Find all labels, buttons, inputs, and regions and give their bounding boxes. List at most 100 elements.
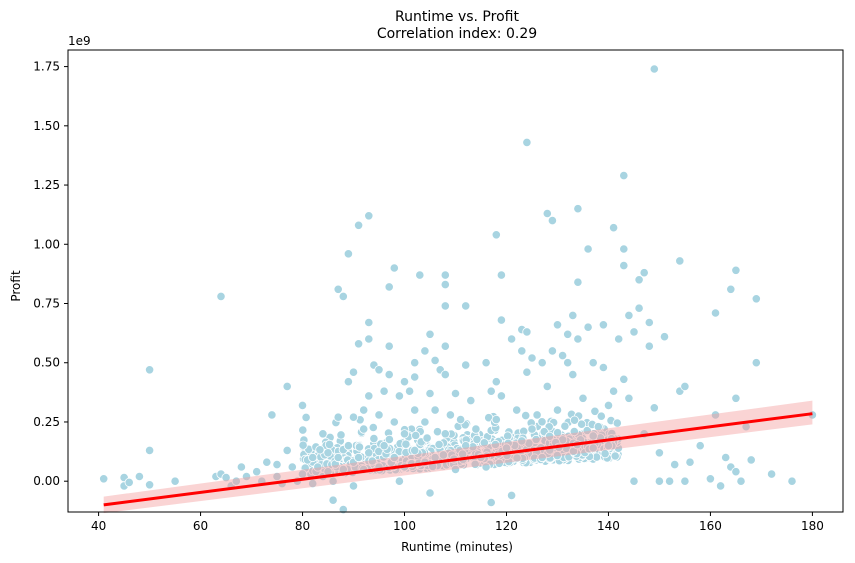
data-point: [364, 211, 374, 221]
data-point: [705, 474, 716, 484]
data-point: [506, 490, 517, 500]
data-point: [624, 310, 634, 320]
data-point: [389, 263, 399, 273]
data-point: [600, 449, 610, 459]
data-point: [399, 429, 410, 439]
data-point: [353, 220, 364, 230]
data-point: [654, 448, 665, 458]
data-point: [343, 249, 353, 259]
data-point: [379, 441, 389, 451]
data-point: [680, 381, 690, 391]
data-point: [659, 332, 670, 342]
data-point: [568, 369, 578, 380]
data-point: [639, 268, 649, 278]
data-point: [415, 270, 425, 280]
y-tick-label: 0.50: [33, 356, 60, 370]
data-point: [731, 393, 741, 403]
data-point: [490, 439, 500, 450]
data-point: [297, 400, 308, 410]
data-point: [573, 277, 583, 287]
data-point: [450, 464, 461, 474]
data-point: [145, 365, 155, 375]
data-point: [634, 275, 644, 285]
data-point: [576, 419, 587, 429]
x-tick-label: 120: [495, 519, 518, 533]
data-point: [517, 346, 527, 356]
data-point: [563, 329, 573, 339]
plot-area: 40 60 80 100 120 140 160 180 0.00 0.25 0.50 0.75 1.0…: [33, 49, 844, 533]
data-point: [512, 453, 522, 463]
data-point: [333, 284, 343, 294]
data-point: [282, 445, 292, 455]
data-point: [410, 372, 420, 382]
data-point: [425, 329, 435, 339]
data-point: [369, 433, 379, 444]
confidence-band: [103, 400, 813, 514]
data-point: [338, 504, 348, 515]
data-point: [472, 434, 482, 444]
x-axis-label: Runtime (minutes): [401, 540, 513, 554]
data-point: [563, 358, 573, 368]
data-point: [262, 457, 272, 467]
data-point: [425, 488, 435, 498]
data-point: [491, 377, 501, 387]
data-point: [399, 377, 410, 387]
data-point: [384, 434, 394, 444]
data-point: [569, 426, 579, 437]
data-point: [721, 452, 731, 463]
data-point: [527, 424, 537, 434]
data-point: [364, 334, 374, 344]
data-point: [470, 459, 480, 469]
data-point: [236, 462, 246, 472]
data-point: [517, 436, 527, 446]
data-point: [573, 204, 583, 214]
data-point: [608, 386, 619, 396]
data-point: [583, 322, 593, 332]
data-point: [614, 334, 624, 344]
data-point: [629, 327, 639, 337]
data-point: [537, 417, 547, 427]
data-point: [521, 410, 531, 421]
data-point: [216, 291, 226, 301]
data-points: [99, 64, 818, 515]
data-point: [522, 367, 532, 377]
data-point: [384, 282, 394, 292]
y-tick-label: 1.75: [33, 60, 60, 74]
data-point: [318, 429, 328, 439]
data-point: [343, 441, 353, 451]
data-point: [537, 452, 547, 463]
chart-subtitle: Correlation index: 0.29: [377, 26, 537, 42]
data-point: [287, 462, 297, 472]
data-point: [430, 405, 440, 415]
data-point: [603, 400, 614, 410]
y-axis-label: Profit: [9, 270, 23, 302]
data-point: [670, 459, 680, 470]
x-tick-label: 140: [597, 519, 620, 533]
data-point: [450, 388, 461, 399]
data-point: [588, 443, 598, 453]
data-point: [644, 341, 654, 351]
x-tick-label: 80: [295, 519, 310, 533]
data-point: [619, 171, 629, 181]
data-point: [573, 334, 583, 344]
data-point: [461, 360, 471, 370]
data-point: [374, 365, 384, 375]
data-point: [313, 462, 323, 472]
data-point: [348, 367, 359, 377]
data-point: [588, 358, 598, 368]
data-point: [542, 381, 552, 391]
data-point: [787, 476, 797, 486]
data-point: [455, 414, 466, 425]
data-point: [420, 346, 430, 356]
data-point: [557, 350, 568, 361]
data-point: [479, 438, 489, 448]
data-point: [596, 411, 606, 421]
data-point: [440, 301, 450, 311]
data-point: [241, 471, 252, 482]
data-point: [552, 320, 563, 330]
data-point: [619, 260, 629, 271]
data-point: [298, 425, 308, 435]
data-point: [552, 405, 563, 415]
data-point: [384, 369, 394, 380]
data-point: [629, 476, 639, 486]
